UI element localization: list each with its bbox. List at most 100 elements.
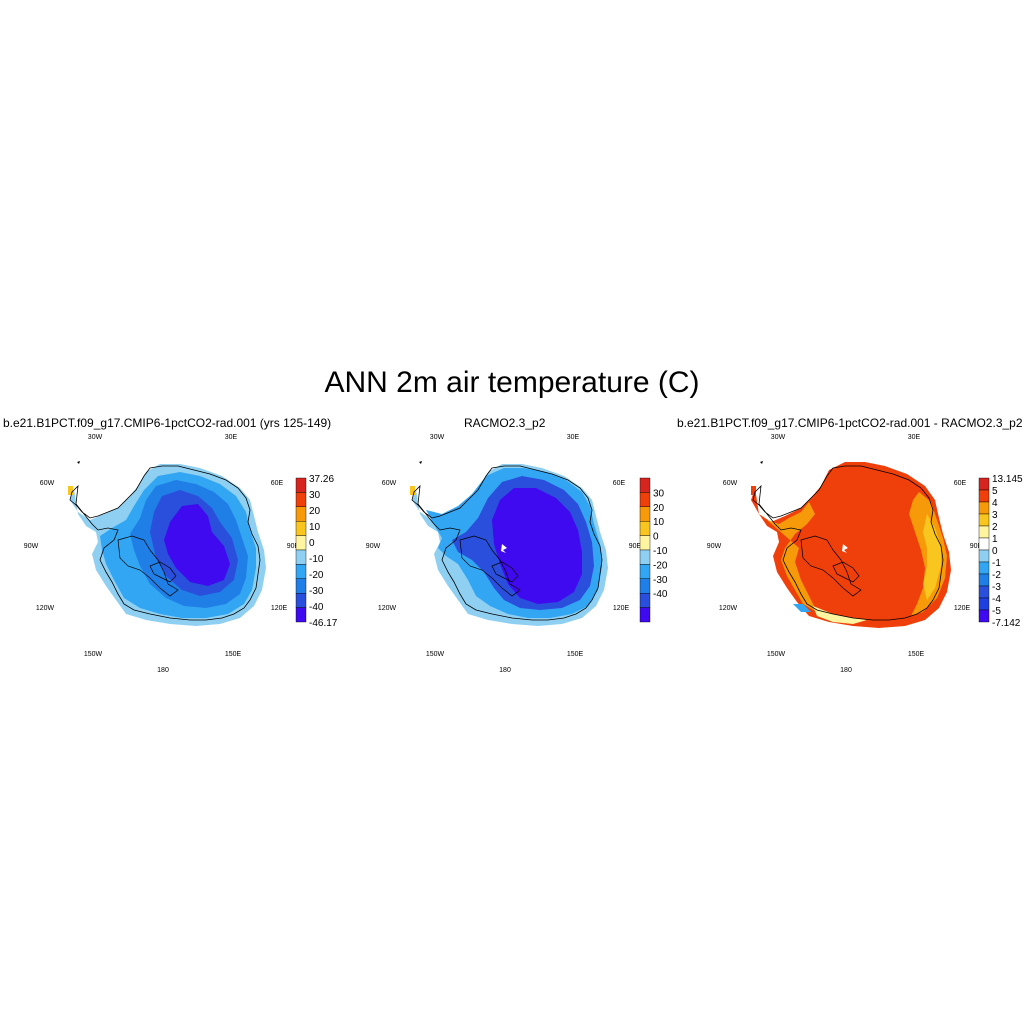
colorbar-box	[296, 579, 306, 593]
colorbar-box	[640, 507, 650, 521]
colorbar-box	[979, 490, 989, 502]
colorbar-label: -20	[653, 560, 668, 571]
colorbar-box	[640, 550, 650, 564]
map-difference: 30W 30E60W 60E90W 90E120W 120E150W 150E18013.…	[683, 414, 1023, 684]
lon-label-150e: 150E	[567, 651, 584, 658]
colorbar-box	[296, 564, 306, 578]
map-group: 30W 30E 60W 60E 90W 90E 120W 120E 150W 150E 180 13.…	[707, 434, 1023, 674]
lon-label-120e: 120E	[954, 605, 971, 612]
colorbar-label: -2	[992, 570, 1001, 581]
colorbar-box	[640, 521, 650, 535]
colorbar-label: 0	[309, 538, 315, 549]
colorbar-box	[296, 492, 306, 506]
lon-label-150w: 150W	[426, 651, 445, 658]
colorbar-box	[296, 608, 306, 622]
figure-title: ANN 2m air temperature (C)	[0, 366, 1024, 400]
lon-label-150e: 150E	[225, 651, 242, 658]
lon-label-180: 180	[499, 667, 511, 674]
colorbar-box	[296, 593, 306, 607]
map-group: 30W 30E 60W 60E 90W 90E 120W 120E 150W 150E 180 37.…	[24, 434, 338, 674]
colorbar-label: -10	[309, 554, 324, 565]
colorbar-box	[296, 521, 306, 535]
lon-label-60e: 60E	[613, 480, 626, 487]
map-cesm: 30W 30E60W 60E90W 90E120W 120E150W 150E18037.…	[0, 414, 340, 684]
lon-label-90e: 90E	[629, 543, 642, 550]
colorbar-box	[979, 586, 989, 598]
lon-label-30e: 30E	[225, 434, 238, 441]
colorbar-box	[640, 579, 650, 593]
colorbar-label: 1	[992, 534, 998, 545]
colorbar-label: -10	[653, 546, 668, 557]
colorbar-box	[979, 478, 989, 490]
panel-difference: b.e21.B1PCT.f09_g17.CMIP6-1pctCO2-rad.00…	[683, 414, 1023, 684]
colorbar-label: -46.17	[309, 618, 338, 629]
colorbar: 37.26 30 20 10 0 -10 -20 -30 -40 -46.17	[296, 474, 338, 629]
colorbar-label: 5	[992, 486, 998, 497]
colorbar-label: -40	[309, 602, 324, 613]
lon-label-120w: 120W	[719, 605, 738, 612]
colorbar-label: -1	[992, 558, 1001, 569]
colorbar-box	[640, 608, 650, 622]
map-group: 30W 30E 60W 60E 90W 90E 120W 120E 150W 150E 180 30 2…	[366, 434, 668, 674]
colorbar-box	[979, 562, 989, 574]
colorbar-label: -5	[992, 606, 1001, 617]
lon-label-90w: 90W	[366, 543, 381, 550]
colorbar-box	[979, 502, 989, 514]
colorbar-box	[979, 550, 989, 562]
colorbar-box	[979, 538, 989, 550]
colorbar-box	[640, 593, 650, 607]
colorbar-label: 37.26	[309, 474, 334, 485]
colorbar-label: 13.145	[992, 474, 1023, 485]
colorbar-label: 10	[309, 522, 321, 533]
colorbar-box	[296, 478, 306, 492]
lon-label-30e: 30E	[567, 434, 580, 441]
lon-label-60w: 60W	[40, 480, 55, 487]
colorbar-label: 0	[653, 532, 659, 543]
lon-label-60w: 60W	[382, 480, 397, 487]
peninsula-tip	[751, 486, 756, 495]
colorbar-box	[979, 610, 989, 622]
colorbar-label: 10	[653, 517, 665, 528]
colorbar-box	[640, 478, 650, 492]
lon-label-30w: 30W	[771, 434, 786, 441]
colorbar-box	[296, 536, 306, 550]
colorbar-box	[296, 550, 306, 564]
colorbar-label: -20	[309, 570, 324, 581]
island-mark	[419, 461, 422, 464]
colorbar-label: 4	[992, 498, 998, 509]
panel-racmo: RACMO2.3_p2 30W 30E 60W 60E 90W 90E 120W 120E 15…	[342, 414, 682, 684]
colorbar-box	[979, 598, 989, 610]
lon-label-150w: 150W	[84, 651, 103, 658]
lon-label-30w: 30W	[430, 434, 445, 441]
lon-label-60w: 60W	[723, 480, 738, 487]
colorbar-box	[296, 507, 306, 521]
colorbar-label: 30	[309, 490, 321, 501]
colorbar-label: 2	[992, 522, 998, 533]
colorbar-label: -30	[653, 575, 668, 586]
lon-label-90w: 90W	[707, 543, 722, 550]
colorbar-box	[979, 526, 989, 538]
map-racmo: 30W 30E60W 60E90W 90E120W 120E150W 150E180302…	[342, 414, 682, 684]
panel-cesm: b.e21.B1PCT.f09_g17.CMIP6-1pctCO2-rad.00…	[0, 414, 340, 684]
island-mark	[77, 461, 80, 464]
lon-label-120w: 120W	[36, 605, 55, 612]
lon-label-150w: 150W	[767, 651, 786, 658]
colorbar-box	[979, 574, 989, 586]
lon-label-60e: 60E	[954, 480, 967, 487]
colorbar-label: 20	[653, 503, 665, 514]
colorbar: 3020100-10-20-30-40	[640, 478, 668, 622]
colorbar-label: -40	[653, 589, 668, 600]
colorbar-box	[640, 492, 650, 506]
lon-label-120e: 120E	[271, 605, 288, 612]
colorbar-label: 0	[992, 546, 998, 557]
lon-label-60e: 60E	[271, 480, 284, 487]
colorbar-label: -7.142	[992, 618, 1021, 629]
colorbar-label: -3	[992, 582, 1001, 593]
colorbar-label: -30	[309, 586, 324, 597]
colorbar-box	[640, 536, 650, 550]
lon-label-90w: 90W	[24, 543, 39, 550]
lon-label-120e: 120E	[613, 605, 630, 612]
lon-label-150e: 150E	[908, 651, 925, 658]
peninsula-tip	[68, 486, 73, 495]
